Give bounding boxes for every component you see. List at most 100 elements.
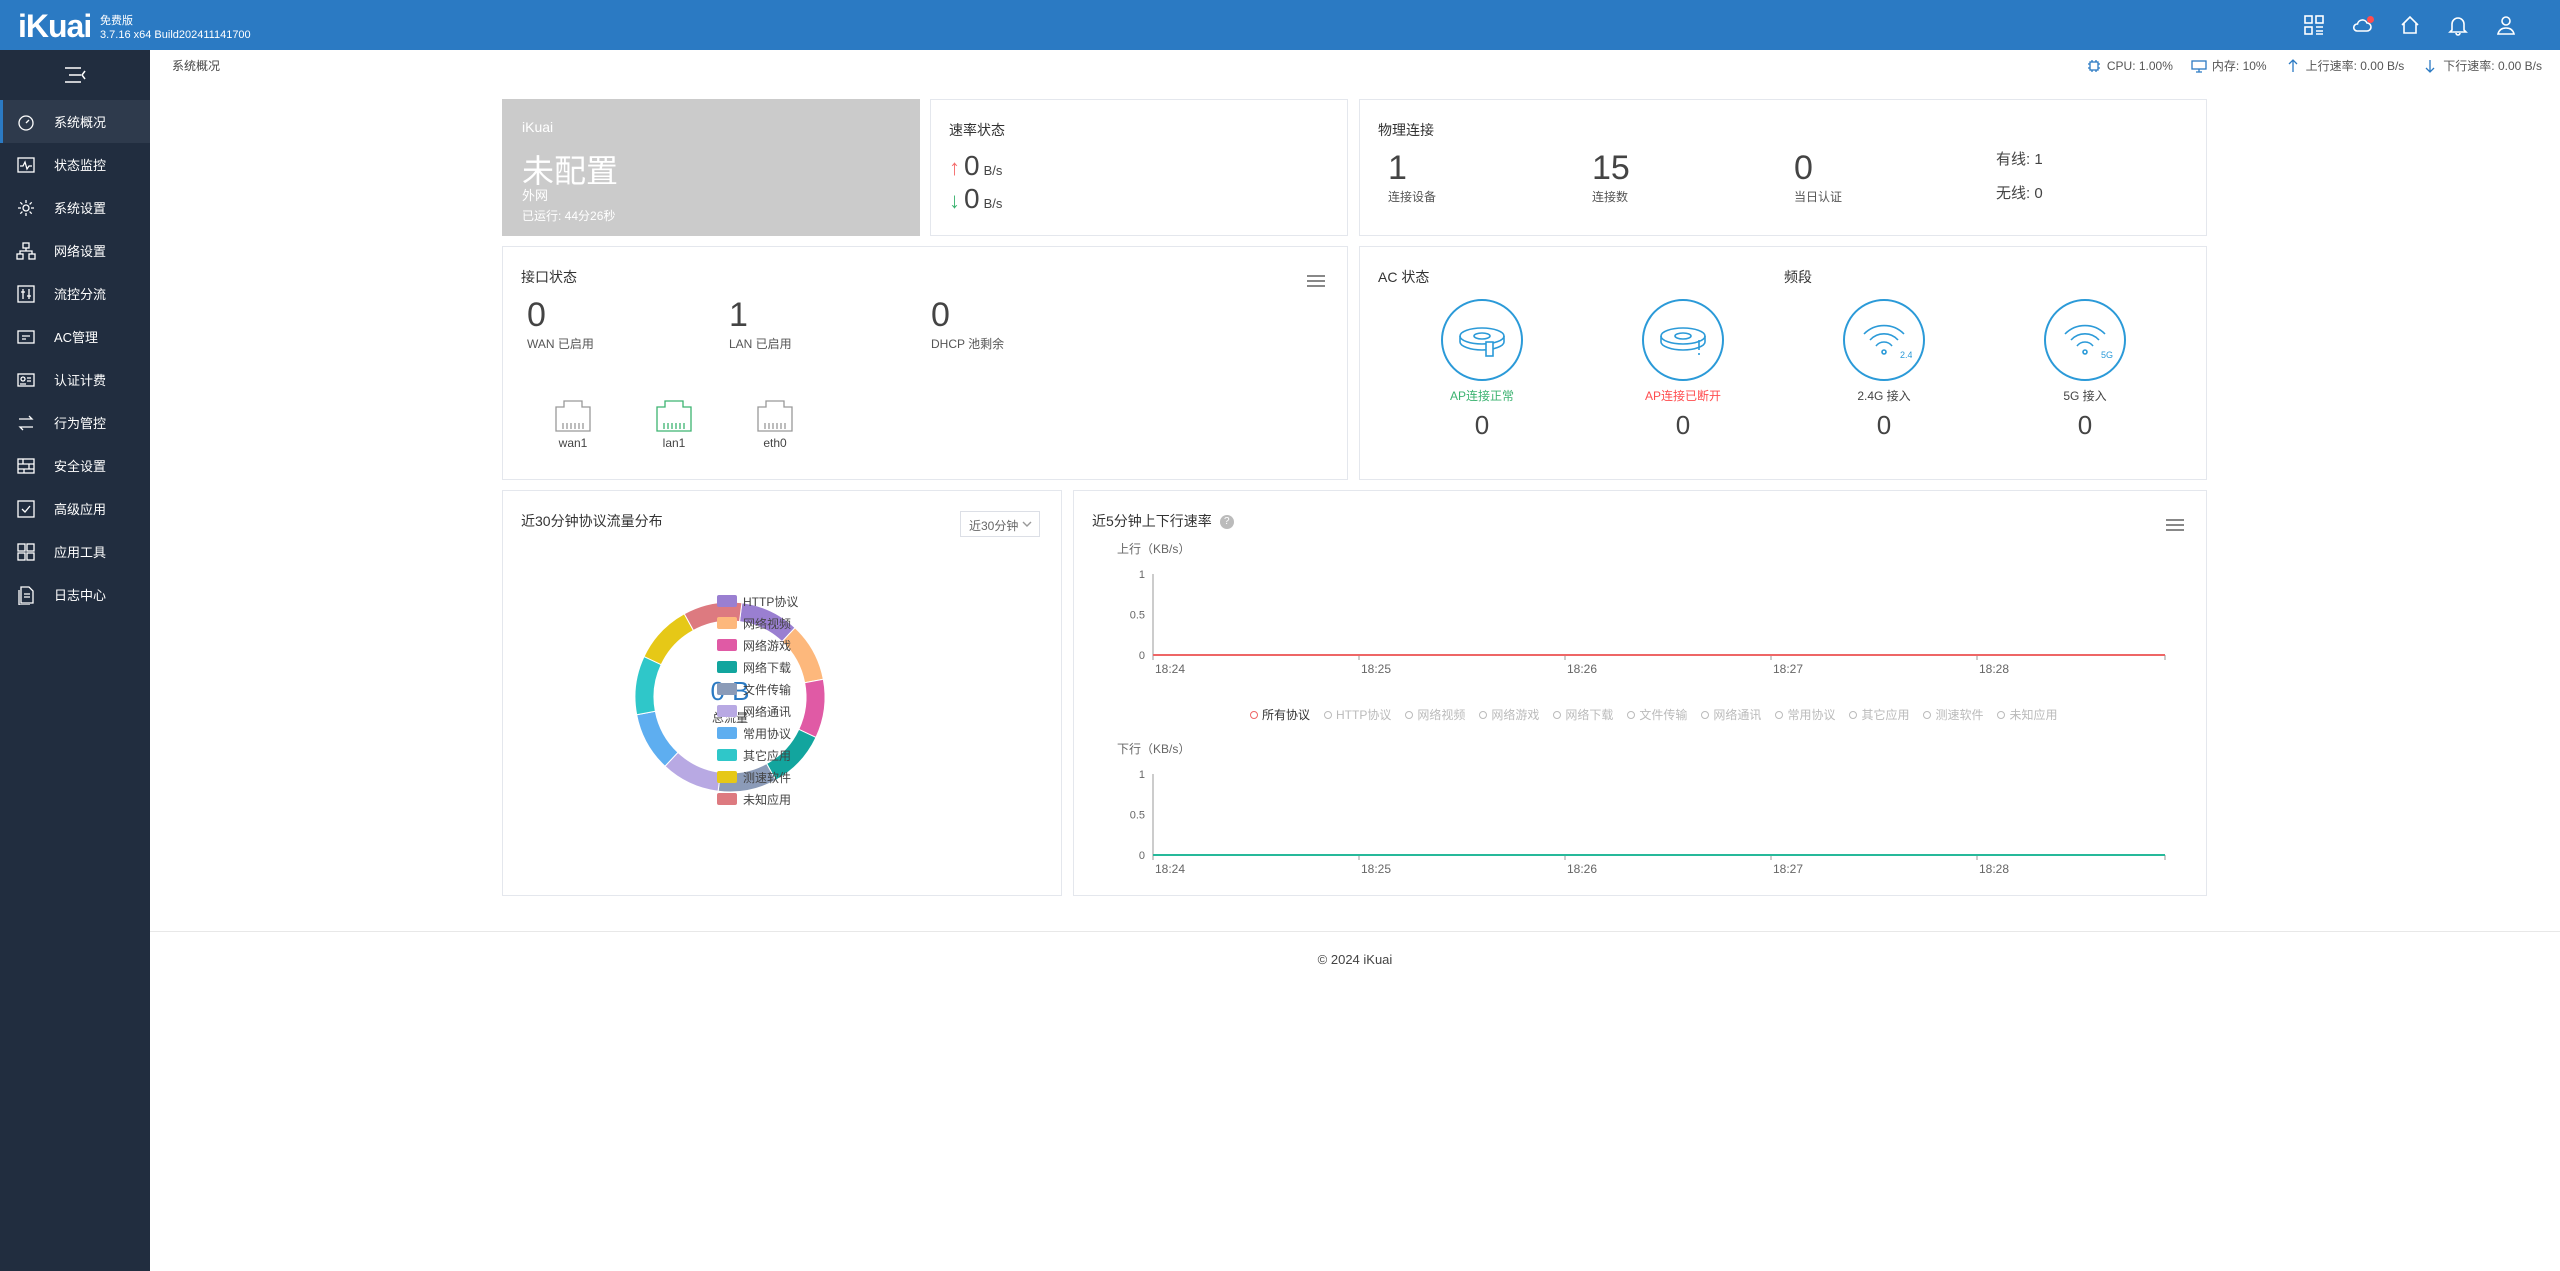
speed-legend-item[interactable]: 网络下载 [1553,706,1613,723]
sidebar-item-3[interactable]: 网络设置 [0,229,150,272]
user-icon[interactable] [2482,0,2530,50]
ac-circle [1642,299,1724,381]
port-1[interactable]: lan1 [654,397,694,450]
router-uptime: 已运行: 44分26秒 [522,209,616,223]
menu-icon[interactable] [2166,519,2184,533]
ac-item-0[interactable]: AP连接正常 0 [1412,299,1552,441]
monitor-icon [17,156,35,173]
router-icon [17,329,35,344]
home-icon[interactable] [2386,0,2434,50]
legend-item[interactable]: 其它应用 [717,744,798,766]
x-tick-label: 18:24 [1155,662,1185,676]
log-icon [18,585,34,605]
arrow-down-icon: ↓ [949,188,960,213]
sidebar-item-10[interactable]: 应用工具 [0,530,150,573]
physical-card: 物理连接 1 连接设备 15 连接数 0 当日认证 有线: 1 无线: 0 [1359,99,2207,236]
cloud-icon[interactable] [2338,0,2386,50]
ap-connected-icon [1459,327,1505,357]
ac-item-1[interactable]: AP连接已断开 0 [1613,299,1753,441]
donut-slice-8[interactable] [643,613,695,666]
legend-item[interactable]: 测速软件 [717,766,798,788]
sidebar-item-6[interactable]: 认证计费 [0,358,150,401]
sidebar-item-5[interactable]: AC管理 [0,315,150,358]
sidebar-item-2[interactable]: 系统设置 [0,186,150,229]
footer-divider [150,931,2560,932]
ac-item-label: 5G 接入 [2063,389,2107,403]
sidebar-item-label: 系统概况 [54,115,107,130]
legend-swatch [717,683,737,695]
port-0[interactable]: wan1 [553,397,593,450]
sidebar-item-4[interactable]: 流控分流 [0,272,150,315]
legend-item[interactable]: 网络视频 [717,612,798,634]
y-tick-label: 1 [1139,569,1145,581]
legend-item[interactable]: 网络游戏 [717,634,798,656]
help-icon[interactable]: ? [1219,515,1234,530]
ac-title: AC 状态 [1378,269,1430,285]
speed-legend-label: 文件传输 [1639,708,1688,722]
devices-stat: 1 连接设备 [1388,149,1437,204]
bell-icon[interactable] [2434,0,2482,50]
sidebar-item-7[interactable]: 行为管控 [0,401,150,444]
ac-item-2[interactable]: 2.4G 2.4G 接入 0 [1814,299,1954,441]
speed-card: 近5分钟上下行速率? [1073,490,2207,896]
dhcp-stat: 0 DHCP 池剩余 [931,296,1005,351]
legend-item[interactable]: 网络下载 [717,656,798,678]
ac-circle: 2.4G [1843,299,1925,381]
speed-legend-item[interactable]: 未知应用 [1997,706,2058,723]
sliders-icon [17,284,35,303]
auth-stat: 0 当日认证 [1794,149,1843,204]
sidebar-item-label: 网络设置 [54,244,107,259]
speed-legend-item[interactable]: 所有协议 [1250,706,1310,723]
speed-legend-item[interactable]: 其它应用 [1849,706,1909,723]
menu-icon[interactable] [1307,275,1325,289]
sidebar-item-1[interactable]: 状态监控 [0,143,150,186]
network-icon [16,241,36,260]
speed-legend-item[interactable]: 网络视频 [1405,706,1465,723]
port-2[interactable]: eth0 [755,397,795,450]
sidebar-item-9[interactable]: 高级应用 [0,487,150,530]
speed-legend-label: HTTP协议 [1336,708,1392,722]
speed-legend-item[interactable]: 文件传输 [1627,706,1687,723]
ac-circle [1441,299,1523,381]
notification-dot [2367,16,2374,23]
ac-item-label: AP连接正常 [1449,389,1514,403]
protocol-card: 近30分钟协议流量分布 近30分钟 [502,490,1062,896]
legend-item[interactable]: 常用协议 [717,722,798,744]
speed-legend-label: 网络下载 [1565,708,1614,722]
sidebar-item-label: 应用工具 [54,545,107,560]
ac-item-3[interactable]: 5G 5G 接入 0 [2015,299,2155,441]
legend-circle-icon [1849,710,1858,719]
donut-slice-5[interactable] [664,751,722,792]
speed-legend-item[interactable]: 常用协议 [1775,706,1835,723]
legend-item[interactable]: 未知应用 [717,788,798,810]
legend-item[interactable]: HTTP协议 [717,590,798,612]
sidebar-item-8[interactable]: 安全设置 [0,444,150,487]
memory-status: 内存: 10% [2191,57,2267,74]
logo[interactable]: iKuai [18,8,92,44]
legend-item[interactable]: 文件传输 [717,678,798,700]
ethernet-port-icon [757,400,793,432]
speed-legend-item[interactable]: 网络游戏 [1479,706,1539,723]
time-range-select[interactable]: 近30分钟 [960,511,1040,537]
wifi-5g-icon: 5G [2064,324,2113,360]
sidebar-item-label: 状态监控 [54,158,107,173]
router-wan: 外网 [522,188,549,203]
sidebar-item-label: 高级应用 [54,502,107,517]
collapse-menu-icon[interactable] [0,50,150,100]
sidebar-item-0[interactable]: 系统概况 [0,100,150,143]
speed-legend-item[interactable]: 测速软件 [1923,706,1983,723]
gear-icon [18,199,34,216]
version-label: 3.7.16 x64 Build202411141700 [100,29,251,41]
ac-item-label: 2.4G 接入 [1857,389,1911,403]
donut-slice-9[interactable] [683,601,743,632]
wifi-24g-icon: 2.4G [1863,324,1912,360]
apps-grid-icon[interactable] [2290,0,2338,50]
x-tick-label: 18:28 [1979,862,2009,876]
speed-legend-item[interactable]: HTTP协议 [1324,706,1391,723]
sidebar-item-11[interactable]: 日志中心 [0,573,150,616]
speed-line-chart: 上行（KB/s） 1 0.5 0 18:24 18:25 18:26 18:27 18:28 下行… [1117,542,2166,876]
speed-legend-item[interactable]: 网络通讯 [1701,706,1761,723]
ac-item-count: 0 [2077,410,2093,440]
legend-item[interactable]: 网络通讯 [717,700,798,722]
dashboard-icon [18,114,34,131]
